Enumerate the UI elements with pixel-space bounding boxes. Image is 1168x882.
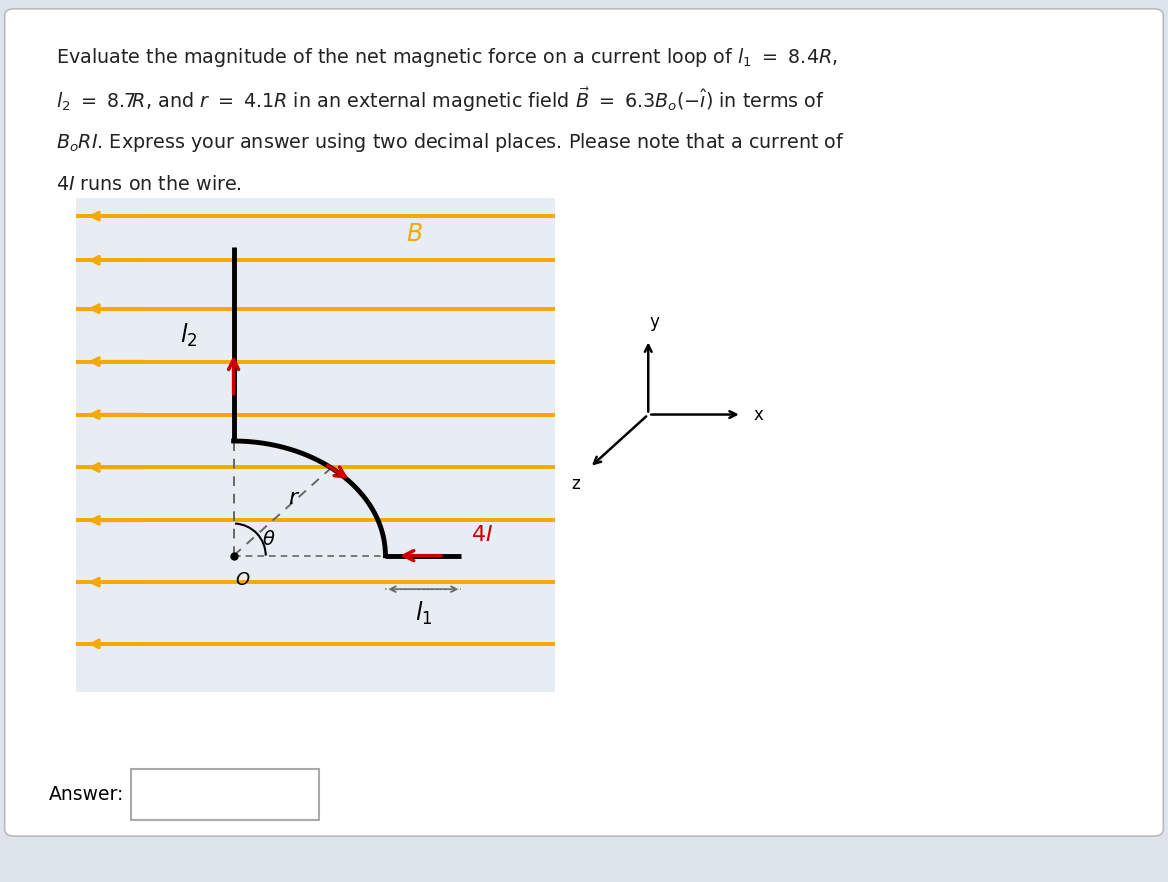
Text: Answer:: Answer: [49, 785, 125, 804]
Text: $r$: $r$ [288, 489, 300, 508]
FancyBboxPatch shape [5, 9, 1163, 836]
Text: z: z [572, 475, 580, 492]
Text: y: y [649, 313, 659, 331]
Text: $\theta$: $\theta$ [262, 530, 276, 549]
Text: $l_2$: $l_2$ [181, 322, 197, 348]
FancyBboxPatch shape [76, 198, 555, 692]
Text: $4I$: $4I$ [471, 526, 493, 545]
Text: x: x [753, 406, 763, 423]
Text: Evaluate the magnitude of the net magnetic force on a current loop of $l_1\ =\ 8: Evaluate the magnitude of the net magnet… [56, 46, 837, 69]
FancyBboxPatch shape [131, 769, 319, 820]
Text: $B_oRI$. Express your answer using two decimal places. Please note that a curren: $B_oRI$. Express your answer using two d… [56, 131, 844, 153]
Text: $4I$ runs on the wire.: $4I$ runs on the wire. [56, 175, 242, 194]
Text: $O$: $O$ [235, 572, 251, 589]
Text: $B$: $B$ [406, 221, 423, 246]
Text: $l_1$: $l_1$ [415, 601, 432, 627]
Text: $l_2\ =\ 8.7R$, and $r\ =\ 4.1R$ in an external magnetic field $\vec{B}\ =\ 6.3B: $l_2\ =\ 8.7R$, and $r\ =\ 4.1R$ in an e… [56, 86, 825, 114]
